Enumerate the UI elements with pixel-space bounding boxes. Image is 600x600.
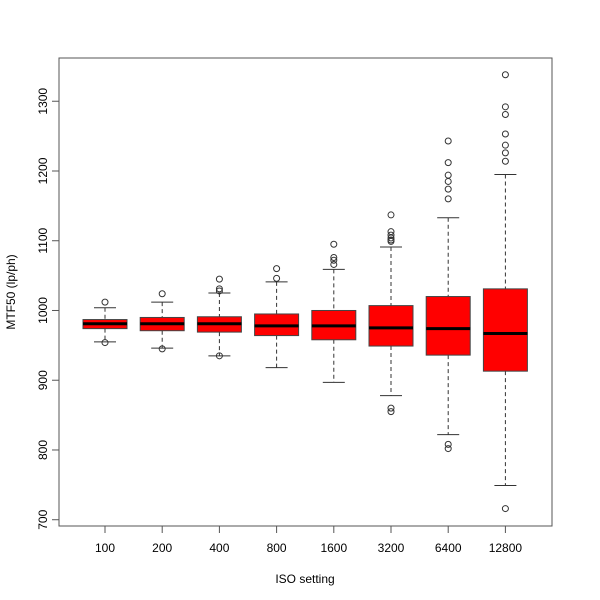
outlier-point bbox=[501, 149, 509, 157]
outlier-point bbox=[444, 159, 452, 167]
iqr-box bbox=[368, 305, 414, 347]
y-tick-label: 1300 bbox=[36, 88, 50, 115]
iqr-box bbox=[425, 296, 471, 356]
x-axis-title: ISO setting bbox=[275, 572, 334, 586]
outlier-point bbox=[330, 253, 338, 261]
outlier-point bbox=[273, 274, 281, 282]
outlier-point bbox=[444, 185, 452, 193]
y-tick-label: 700 bbox=[36, 509, 50, 529]
y-tick-label: 1100 bbox=[36, 228, 50, 254]
box-1600 bbox=[311, 240, 357, 383]
boxes-group bbox=[82, 71, 528, 513]
outlier-point bbox=[387, 234, 395, 242]
outlier-point bbox=[215, 275, 223, 283]
iqr-box bbox=[482, 288, 528, 372]
outlier-point bbox=[158, 345, 166, 353]
box-6400 bbox=[425, 137, 471, 453]
outlier-point bbox=[387, 237, 395, 245]
outlier-point bbox=[501, 110, 509, 118]
outlier-point bbox=[330, 256, 338, 264]
box-100 bbox=[82, 298, 128, 347]
outlier-point bbox=[444, 440, 452, 448]
outlier-point bbox=[330, 260, 338, 268]
y-axis: 700 800 900 1000 1100 1200 1300 bbox=[36, 88, 60, 530]
outlier-point bbox=[158, 290, 166, 298]
y-tick-label: 800 bbox=[36, 440, 50, 460]
outlier-point bbox=[330, 240, 338, 248]
y-tick-label: 1000 bbox=[36, 297, 50, 324]
y-tick-label: 900 bbox=[36, 370, 50, 390]
y-tick-label: 1200 bbox=[36, 157, 50, 184]
outlier-point bbox=[501, 505, 509, 513]
outlier-point bbox=[387, 211, 395, 219]
outlier-point bbox=[444, 171, 452, 179]
x-tick-label: 6400 bbox=[435, 541, 462, 555]
outlier-point bbox=[215, 285, 223, 293]
outlier-point bbox=[387, 404, 395, 412]
x-tick-label: 1600 bbox=[320, 541, 347, 555]
outlier-point bbox=[444, 177, 452, 185]
y-axis-title: MTF50 (lp/ph) bbox=[4, 254, 18, 329]
box-800 bbox=[254, 265, 300, 369]
box-3200 bbox=[368, 211, 414, 416]
outlier-point bbox=[273, 265, 281, 273]
outlier-point bbox=[215, 352, 223, 360]
outlier-point bbox=[444, 137, 452, 145]
outlier-point bbox=[444, 195, 452, 203]
outlier-point bbox=[501, 130, 509, 138]
x-tick-label: 3200 bbox=[378, 541, 405, 555]
outlier-point bbox=[501, 141, 509, 149]
plot-frame bbox=[58, 57, 553, 527]
box-200 bbox=[139, 290, 185, 353]
outlier-point bbox=[101, 298, 109, 306]
outlier-point bbox=[387, 408, 395, 416]
outlier-point bbox=[101, 339, 109, 347]
outlier-point bbox=[501, 103, 509, 111]
outlier-point bbox=[501, 71, 509, 79]
x-tick-label: 200 bbox=[152, 541, 172, 555]
plot-border bbox=[58, 57, 553, 527]
outlier-point bbox=[215, 287, 223, 295]
x-axis: 100 200 400 800 1600 3200 6400 12800 bbox=[95, 525, 523, 555]
x-tick-label: 100 bbox=[95, 541, 115, 555]
outlier-point bbox=[444, 445, 452, 453]
box-400 bbox=[196, 275, 242, 360]
x-tick-label: 800 bbox=[267, 541, 287, 555]
outlier-point bbox=[501, 157, 509, 165]
x-tick-label: 12800 bbox=[489, 541, 523, 555]
box-12800 bbox=[482, 71, 528, 513]
x-tick-label: 400 bbox=[209, 541, 229, 555]
